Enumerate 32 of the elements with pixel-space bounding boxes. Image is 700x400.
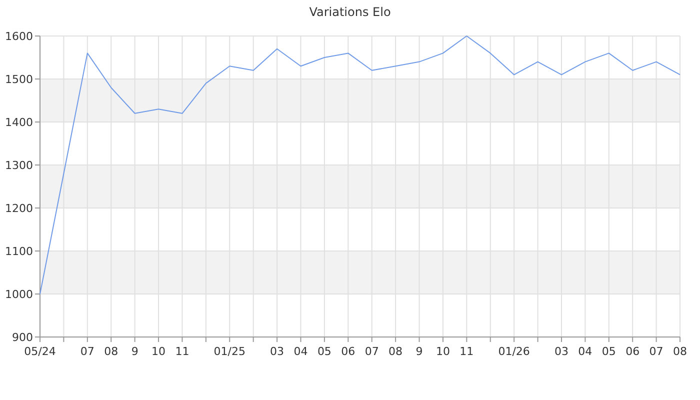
y-tick-label: 1200 <box>5 202 33 215</box>
y-tick-label: 1300 <box>5 158 33 172</box>
x-tick-label: 05/24 <box>24 345 56 358</box>
x-tick-label: 11 <box>175 345 190 358</box>
x-tick-label: 08 <box>388 345 403 358</box>
y-tick-label: 1500 <box>5 72 33 86</box>
x-tick-label: 05 <box>602 345 616 358</box>
x-tick-label: 06 <box>341 345 356 358</box>
x-tick-label: 11 <box>460 345 474 358</box>
y-tick-label: 1000 <box>5 288 33 301</box>
y-tick-label: 1400 <box>5 116 33 129</box>
y-tick-label: 1100 <box>5 244 33 258</box>
x-tick-label: 06 <box>626 345 640 358</box>
x-tick-label: 08 <box>104 345 118 358</box>
y-tick-label: 1600 <box>5 30 33 43</box>
x-tick-label: 05 <box>317 345 332 358</box>
x-tick-label: 9 <box>131 345 138 358</box>
x-tick-label: 01/26 <box>498 345 530 358</box>
x-tick-label: 01/25 <box>214 345 246 358</box>
x-tick-label: 07 <box>649 345 664 358</box>
y-tick-label: 900 <box>12 330 33 344</box>
x-tick-label: 10 <box>436 345 450 358</box>
chart-title: Variations Elo <box>309 5 391 19</box>
x-tick-label: 08 <box>673 345 687 358</box>
x-tick-label: 07 <box>364 345 379 358</box>
x-tick-label: 07 <box>80 345 94 358</box>
x-tick-label: 9 <box>416 345 423 358</box>
x-tick-label: 04 <box>578 345 592 358</box>
x-tick-label: 10 <box>152 345 166 358</box>
x-tick-label: 03 <box>270 345 284 358</box>
x-tick-label: 03 <box>554 345 568 358</box>
x-tick-label: 04 <box>294 345 308 358</box>
